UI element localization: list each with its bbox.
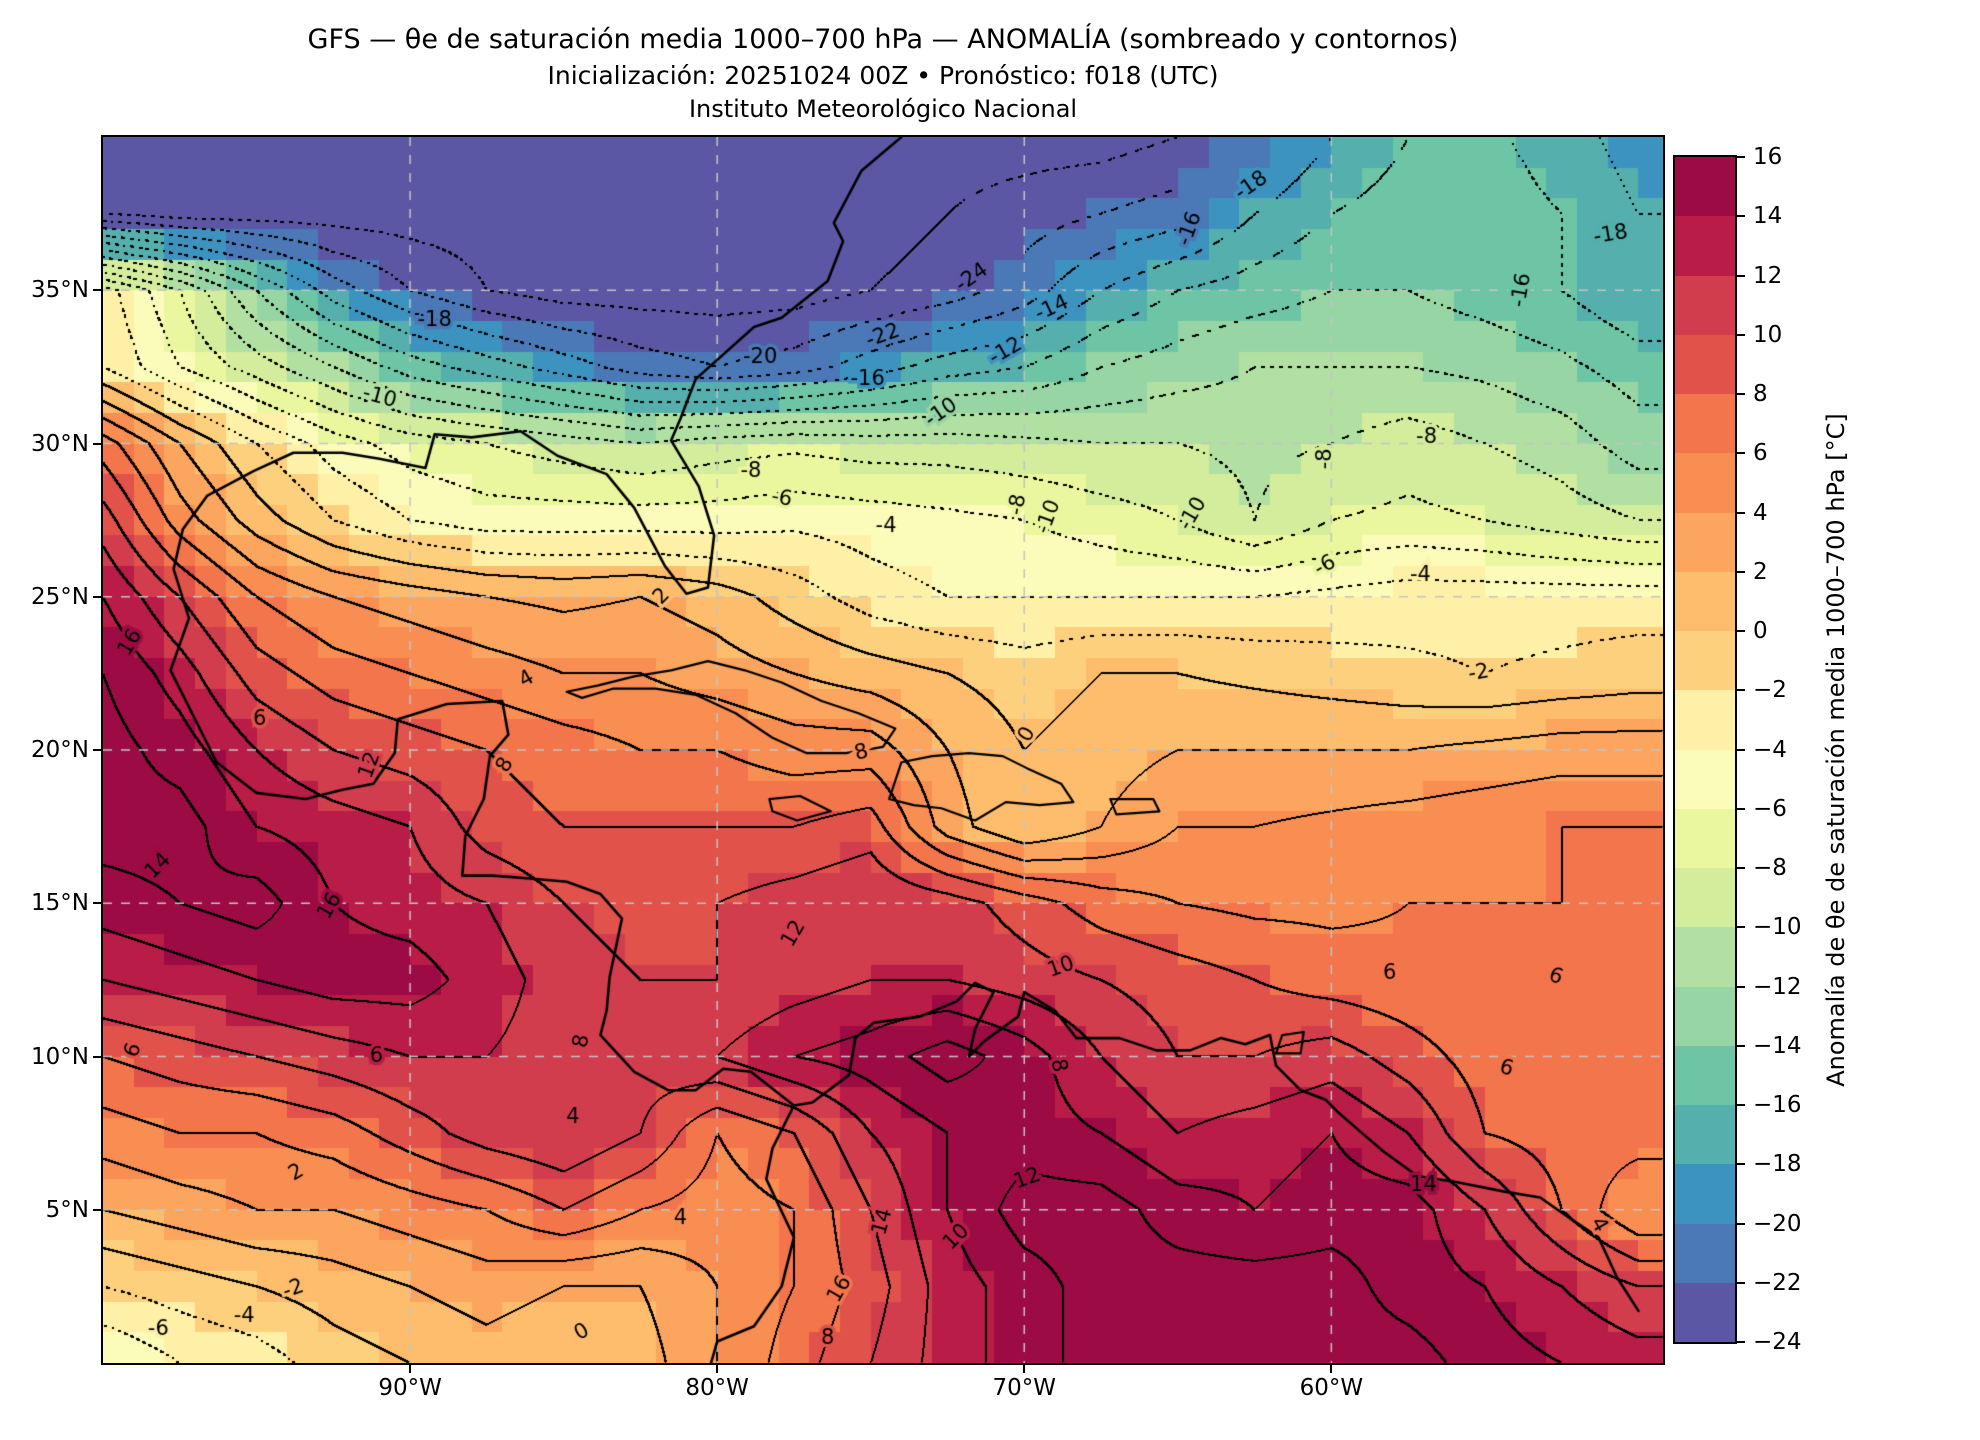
x-axis-tick-mark: [1330, 1365, 1333, 1373]
colorbar-segment: [1675, 157, 1735, 217]
colorbar-tick-mark: [1737, 1341, 1745, 1343]
x-axis-tick-label: 90°W: [378, 1375, 442, 1401]
x-axis-tick-label: 70°W: [992, 1375, 1057, 1401]
colorbar-tick-label: −16: [1753, 1092, 1802, 1118]
colorbar-tick-label: 6: [1753, 440, 1768, 467]
colorbar-tick-mark: [1737, 452, 1745, 455]
colorbar-tick-label: −12: [1753, 973, 1802, 1000]
x-axis-tick-label: 80°W: [685, 1375, 749, 1401]
colorbar-tick-label: −2: [1753, 677, 1787, 704]
colorbar-tick-mark: [1737, 1222, 1745, 1225]
colorbar-tick-label: −20: [1753, 1210, 1802, 1237]
colorbar-segment: [1675, 1045, 1735, 1105]
map-plot-area: [101, 135, 1665, 1365]
filled-contour-map-canvas: [103, 137, 1663, 1363]
colorbar-segment: [1675, 690, 1735, 750]
y-axis-tick-label: 5°N: [45, 1196, 89, 1223]
colorbar-tick-mark: [1737, 985, 1745, 988]
y-axis-tick-mark: [93, 902, 101, 905]
colorbar-segment: [1675, 808, 1735, 868]
colorbar-tick-mark: [1737, 156, 1745, 158]
colorbar-tick-label: −4: [1753, 736, 1787, 763]
colorbar-tick-mark: [1737, 689, 1745, 692]
colorbar-segment: [1675, 275, 1735, 335]
colorbar-segment: [1675, 986, 1735, 1046]
y-axis-tick-mark: [93, 1208, 101, 1211]
colorbar-tick-mark: [1737, 630, 1745, 632]
colorbar-tick-mark: [1737, 1044, 1745, 1047]
y-axis-tick-label: 20°N: [31, 737, 89, 763]
y-axis-tick-label: 35°N: [31, 277, 89, 304]
y-axis-tick-mark: [93, 442, 101, 445]
colorbar-segments: [1675, 157, 1735, 1342]
colorbar-segment: [1675, 631, 1735, 691]
colorbar-tick-label: −8: [1753, 855, 1787, 881]
colorbar-tick-mark: [1737, 1163, 1745, 1166]
colorbar-tick-mark: [1737, 511, 1745, 514]
colorbar-tick-mark: [1737, 807, 1745, 810]
colorbar-segment: [1675, 512, 1735, 572]
y-axis-tick-label: 10°N: [31, 1043, 89, 1070]
x-axis-tick-label: 60°W: [1299, 1375, 1364, 1401]
colorbar-tick-label: −14: [1753, 1032, 1802, 1059]
colorbar-segment: [1675, 1105, 1735, 1165]
y-axis-tick-mark: [93, 289, 101, 292]
colorbar-axis-label: Anomalía de θe de saturación media 1000–…: [1822, 413, 1850, 1087]
colorbar-segment: [1675, 927, 1735, 987]
y-axis-tick-label: 30°N: [31, 430, 89, 457]
colorbar: [1673, 155, 1737, 1344]
colorbar-tick-mark: [1737, 926, 1745, 929]
colorbar-segment: [1675, 749, 1735, 809]
chart-subtitle-institute: Instituto Meteorológico Nacional: [688, 95, 1078, 123]
colorbar-tick-mark: [1737, 1281, 1745, 1284]
chart-subtitle-init-forecast: Inicialización: 20251024 00Z • Pronóstic…: [547, 61, 1219, 90]
colorbar-tick-label: 14: [1753, 203, 1783, 230]
colorbar-tick-mark: [1737, 748, 1745, 751]
colorbar-tick-label: 10: [1753, 321, 1783, 348]
colorbar-segment: [1675, 216, 1735, 276]
colorbar-tick-label: 16: [1753, 144, 1783, 170]
colorbar-segment: [1675, 1282, 1735, 1342]
x-axis-tick-mark: [409, 1365, 412, 1373]
colorbar-tick-label: −18: [1753, 1151, 1802, 1178]
colorbar-tick-label: 8: [1753, 381, 1768, 407]
colorbar-segment: [1675, 571, 1735, 631]
colorbar-segment: [1675, 394, 1735, 454]
y-axis-tick-label: 15°N: [31, 890, 89, 917]
y-axis-tick-mark: [93, 595, 101, 598]
colorbar-tick-label: 12: [1753, 262, 1783, 289]
colorbar-tick-mark: [1737, 867, 1745, 869]
colorbar-tick-label: 2: [1753, 558, 1768, 585]
colorbar-segment: [1675, 334, 1735, 394]
colorbar-tick-label: 4: [1753, 499, 1768, 526]
colorbar-tick-label: −24: [1753, 1329, 1802, 1355]
y-axis-tick-mark: [93, 749, 101, 751]
chart-title: GFS — θe de saturación media 1000–700 hP…: [307, 24, 1459, 55]
colorbar-tick-mark: [1737, 393, 1745, 395]
colorbar-segment: [1675, 1223, 1735, 1283]
colorbar-tick-label: 0: [1753, 618, 1768, 644]
colorbar-tick-mark: [1737, 274, 1745, 277]
colorbar-tick-mark: [1737, 570, 1745, 573]
colorbar-tick-mark: [1737, 215, 1745, 218]
colorbar-tick-label: −6: [1753, 795, 1787, 822]
y-axis-tick-mark: [93, 1055, 101, 1058]
y-axis-tick-label: 25°N: [31, 583, 89, 610]
colorbar-tick-label: −10: [1753, 914, 1802, 941]
colorbar-tick-label: −22: [1753, 1269, 1802, 1296]
x-axis-tick-mark: [1023, 1365, 1026, 1373]
colorbar-tick-mark: [1737, 1104, 1745, 1106]
colorbar-tick-mark: [1737, 333, 1745, 336]
x-axis-tick-mark: [716, 1365, 719, 1373]
colorbar-segment: [1675, 868, 1735, 928]
colorbar-segment: [1675, 1164, 1735, 1224]
colorbar-segment: [1675, 453, 1735, 513]
